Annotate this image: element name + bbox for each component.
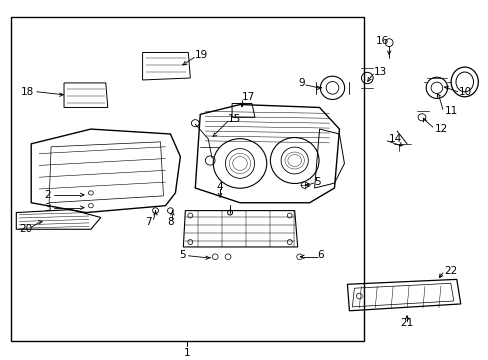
Text: 8: 8 <box>167 217 173 228</box>
Text: 3: 3 <box>44 203 51 213</box>
Bar <box>11 17 363 341</box>
Text: 5: 5 <box>314 177 321 187</box>
Text: 9: 9 <box>297 78 304 88</box>
Text: 2: 2 <box>44 190 51 200</box>
Text: 10: 10 <box>458 87 471 97</box>
Text: 18: 18 <box>21 87 34 97</box>
Text: 15: 15 <box>227 114 241 124</box>
Text: 19: 19 <box>195 50 208 60</box>
Text: 21: 21 <box>400 318 413 328</box>
Text: 12: 12 <box>434 124 447 134</box>
Text: 6: 6 <box>317 250 324 260</box>
Text: 14: 14 <box>388 134 402 144</box>
Text: 1: 1 <box>183 348 190 358</box>
Text: 5: 5 <box>178 250 185 260</box>
Text: 11: 11 <box>444 107 457 116</box>
Text: 4: 4 <box>216 182 223 192</box>
Text: 7: 7 <box>145 217 152 228</box>
Text: 16: 16 <box>375 36 388 46</box>
Text: 17: 17 <box>242 92 255 102</box>
Text: 13: 13 <box>373 67 386 77</box>
Text: 22: 22 <box>443 266 456 276</box>
Text: 20: 20 <box>19 224 32 234</box>
